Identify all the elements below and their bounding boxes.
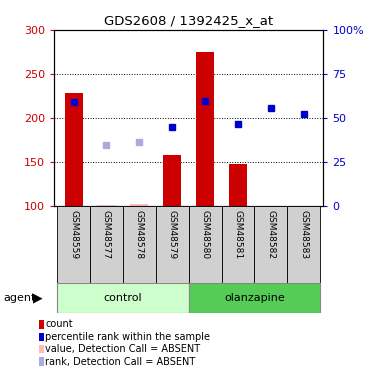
Bar (189, 283, 320, 313)
Text: olanzapine: olanzapine (224, 293, 285, 303)
Text: GSM48579: GSM48579 (168, 210, 177, 259)
Text: GSM48582: GSM48582 (266, 210, 275, 259)
Title: GDS2608 / 1392425_x_at: GDS2608 / 1392425_x_at (104, 15, 273, 27)
Text: agent: agent (4, 293, 36, 303)
Text: GSM48583: GSM48583 (299, 210, 308, 259)
Text: count: count (45, 320, 73, 329)
Text: GSM48577: GSM48577 (102, 210, 111, 259)
Bar (90, 206, 123, 283)
Text: value, Detection Call = ABSENT: value, Detection Call = ABSENT (45, 344, 201, 354)
Bar (57, 206, 90, 283)
Bar (163, 155, 181, 206)
Bar (57, 283, 189, 313)
Bar (65, 93, 83, 206)
Text: GSM48580: GSM48580 (201, 210, 209, 259)
Text: control: control (104, 293, 142, 303)
Text: GSM48578: GSM48578 (135, 210, 144, 259)
Bar (254, 206, 287, 283)
Bar (229, 164, 247, 206)
Text: rank, Detection Call = ABSENT: rank, Detection Call = ABSENT (45, 357, 196, 366)
Bar (130, 204, 148, 206)
Bar (156, 206, 189, 283)
Text: ▶: ▶ (33, 292, 42, 304)
Text: GSM48559: GSM48559 (69, 210, 78, 259)
Bar (123, 206, 156, 283)
Bar (196, 52, 214, 206)
Text: GSM48581: GSM48581 (233, 210, 243, 259)
Bar (287, 206, 320, 283)
Bar (221, 206, 254, 283)
Bar (189, 206, 221, 283)
Text: percentile rank within the sample: percentile rank within the sample (45, 332, 210, 342)
